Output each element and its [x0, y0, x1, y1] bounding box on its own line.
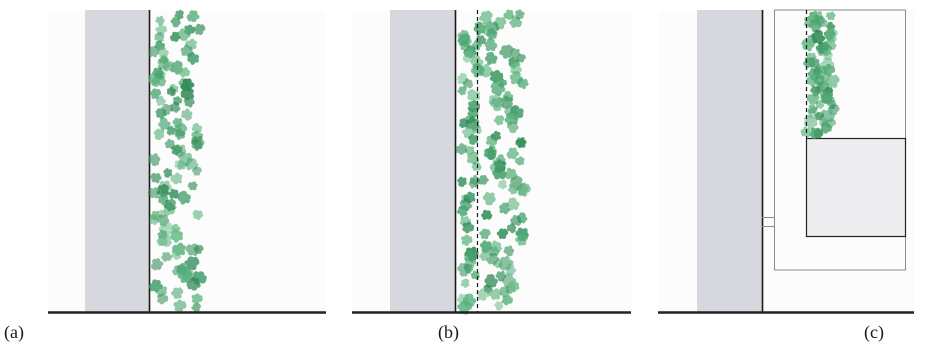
panel-a-label: (a) — [4, 322, 24, 342]
panel-c-label: (c) — [864, 322, 884, 342]
panel-b-wall — [390, 10, 455, 312]
panel-c-wall — [697, 10, 762, 312]
panel-c — [658, 9, 914, 314]
panel-a — [48, 7, 326, 315]
panel-a-wall — [85, 10, 149, 312]
panel-c-planter-box — [805, 137, 907, 238]
panel-b — [352, 7, 631, 318]
panel-b-label: (b) — [438, 322, 459, 342]
